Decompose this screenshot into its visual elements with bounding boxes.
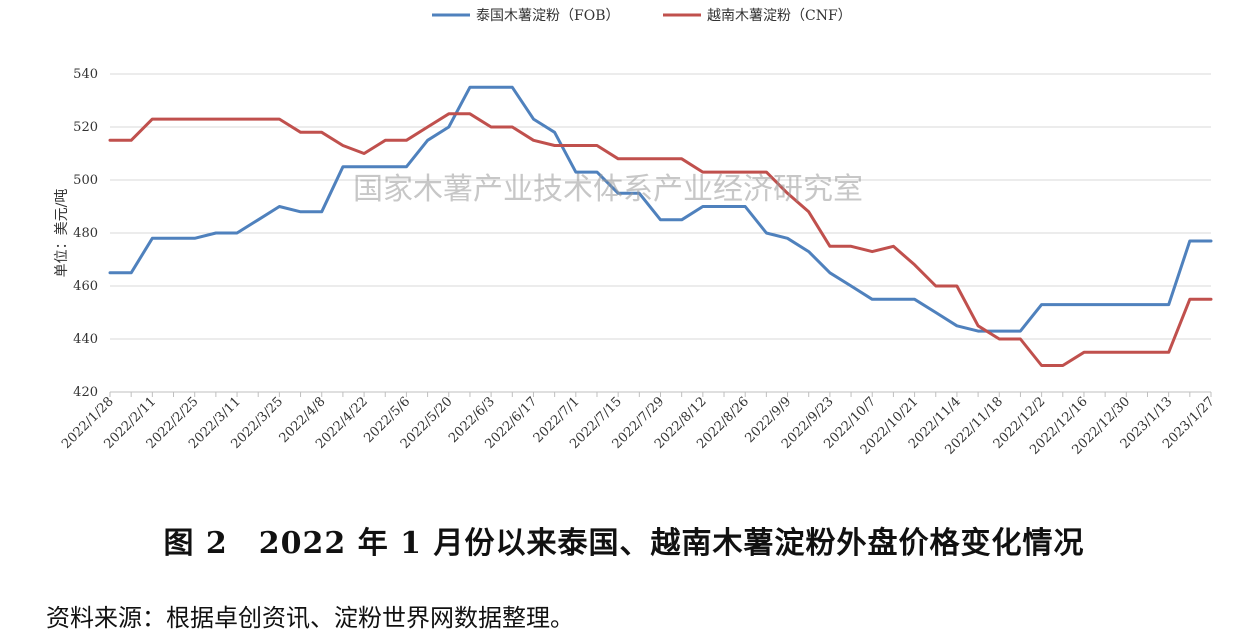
line-chart: 420 440 460 480 500 520 540 2022/1/282022/2/11… <box>54 8 1218 458</box>
y-axis-label: 单位：美元/吨 <box>54 189 70 278</box>
x-axis-ticks: 2022/1/282022/2/112022/2/252022/3/112022… <box>59 394 1218 458</box>
y-tick-label: 520 <box>73 120 98 135</box>
y-tick-label: 460 <box>73 279 98 294</box>
figure-caption: 图 2 2022 年 1 月份以来泰国、越南木薯淀粉外盘价格变化情况 <box>163 526 1085 561</box>
y-tick-label: 540 <box>73 67 98 82</box>
y-tick-label: 480 <box>73 226 98 241</box>
watermark-text: 国家木薯产业技术体系产业经济研究室 <box>353 172 863 207</box>
y-tick-label: 500 <box>73 173 98 188</box>
legend: 泰国木薯淀粉（FOB） 越南木薯淀粉（CNF） <box>432 8 852 24</box>
series-line-1 <box>108 85 1213 333</box>
legend-label-1: 泰国木薯淀粉（FOB） <box>476 8 619 24</box>
legend-label-2: 越南木薯淀粉（CNF） <box>707 8 852 24</box>
y-tick-label: 420 <box>73 385 98 400</box>
x-axis <box>109 391 1212 397</box>
y-tick-label: 440 <box>73 332 98 347</box>
y-axis-ticks: 420 440 460 480 500 520 540 <box>73 67 98 400</box>
series-line-2 <box>108 112 1213 367</box>
data-source-note: 资料来源：根据卓创资讯、淀粉世界网数据整理。 <box>46 604 574 632</box>
series-lines <box>108 85 1213 367</box>
